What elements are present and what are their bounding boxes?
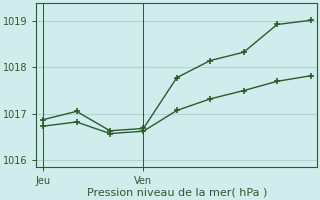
X-axis label: Pression niveau de la mer( hPa ): Pression niveau de la mer( hPa ) (87, 187, 267, 197)
